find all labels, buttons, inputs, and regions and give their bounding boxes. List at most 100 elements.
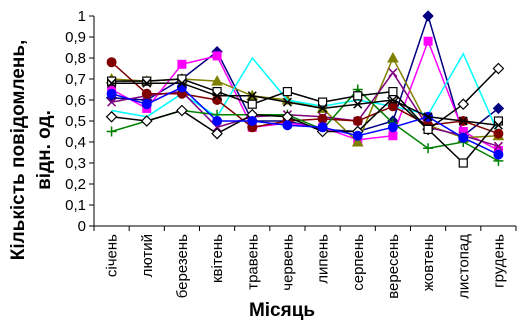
data-point	[247, 99, 257, 109]
data-point	[106, 88, 117, 99]
series-line	[111, 39, 499, 152]
y-tick-label: 0,5	[65, 113, 86, 130]
data-point	[457, 98, 470, 111]
data-point	[388, 131, 398, 141]
data-point	[105, 110, 118, 123]
y-axis-title-line1: Кількість повідомлень,	[8, 40, 29, 261]
data-point	[106, 126, 117, 137]
y-tick-label: 0	[78, 218, 86, 235]
x-tick-label: березень	[174, 234, 191, 298]
x-tick-label: червень	[279, 234, 296, 291]
y-tick-label: 0,8	[65, 50, 86, 67]
data-point	[351, 135, 364, 147]
data-point	[141, 99, 152, 110]
x-tick-label: травень	[244, 234, 261, 290]
data-point	[211, 75, 223, 86]
data-point	[282, 86, 293, 97]
data-point	[352, 130, 363, 141]
data-point	[212, 51, 222, 61]
data-point	[458, 116, 468, 126]
data-point	[458, 158, 468, 168]
data-point	[387, 122, 398, 133]
x-axis-title: Місяць	[249, 300, 315, 321]
data-point	[388, 95, 398, 105]
data-point	[493, 120, 503, 130]
series-11	[107, 78, 503, 130]
data-point	[388, 68, 398, 78]
x-tick-label: грудень	[490, 234, 507, 288]
y-axis-ticks: 0 0,1 0,2 0,3 0,4 0,5 0,6 0,7 0,8 0,9 1	[65, 8, 94, 235]
series-layer	[105, 10, 505, 168]
y-axis-title-line2: відн. од.	[34, 110, 55, 190]
data-point	[423, 124, 433, 135]
data-point	[317, 113, 328, 124]
series-10	[106, 74, 504, 168]
y-tick-label: 0,2	[65, 176, 86, 193]
data-point	[247, 91, 257, 101]
y-tick-label: 0,9	[65, 29, 86, 46]
data-point	[317, 122, 328, 133]
series-line	[111, 56, 499, 144]
y-tick-label: 0,4	[65, 134, 86, 151]
data-point	[493, 149, 504, 160]
series-line	[111, 78, 499, 165]
data-point	[177, 59, 187, 69]
data-point	[493, 141, 503, 151]
x-tick-label: листопад	[455, 234, 472, 299]
y-axis-title: Кількість повідомлень, відн. од.	[8, 40, 55, 261]
data-point	[106, 76, 117, 86]
series-9	[106, 82, 504, 160]
data-point	[493, 116, 504, 126]
data-point	[423, 36, 433, 46]
data-point	[212, 91, 222, 101]
series-line	[111, 71, 499, 147]
data-point	[352, 116, 363, 126]
data-point	[423, 112, 433, 122]
x-tick-label: липень	[315, 234, 332, 284]
series-8	[105, 62, 505, 140]
data-point	[142, 78, 152, 88]
y-tick-label: 1	[78, 8, 86, 25]
data-point	[212, 116, 223, 126]
x-tick-label: жовтень	[420, 234, 437, 291]
series-line	[111, 82, 499, 126]
y-tick-label: 0,3	[65, 155, 86, 172]
data-point	[353, 91, 363, 101]
data-point	[142, 76, 152, 86]
x-tick-label: квітень	[209, 234, 226, 283]
data-point	[177, 74, 187, 84]
data-point	[176, 104, 188, 117]
x-axis-ticks: січень лютий березень квітень травень червень…	[93, 226, 517, 299]
y-tick-label: 0,1	[65, 197, 86, 214]
x-tick-label: лютий	[139, 234, 156, 277]
data-point	[317, 97, 328, 107]
data-point	[106, 57, 117, 68]
series-3	[105, 51, 505, 147]
data-point	[282, 120, 293, 131]
x-tick-label: серпень	[350, 234, 367, 291]
series-line	[111, 67, 499, 135]
data-point	[282, 97, 292, 107]
y-tick-label: 0,6	[65, 92, 86, 109]
data-point	[422, 10, 434, 22]
series-line	[111, 52, 500, 134]
data-point	[107, 97, 117, 107]
data-point	[211, 127, 223, 140]
data-point	[107, 78, 117, 88]
data-point	[353, 99, 363, 109]
data-point	[141, 88, 152, 99]
y-tick-label: 0,7	[65, 71, 86, 88]
series-4	[111, 52, 500, 134]
series-line	[111, 86, 499, 156]
data-point	[458, 132, 469, 143]
data-point	[177, 78, 187, 88]
data-point	[388, 86, 398, 97]
data-point	[492, 102, 505, 115]
data-point	[140, 115, 153, 127]
data-point	[247, 116, 258, 126]
series-2	[107, 36, 503, 155]
data-point	[318, 103, 328, 113]
data-point	[423, 143, 434, 154]
data-point	[387, 51, 399, 63]
